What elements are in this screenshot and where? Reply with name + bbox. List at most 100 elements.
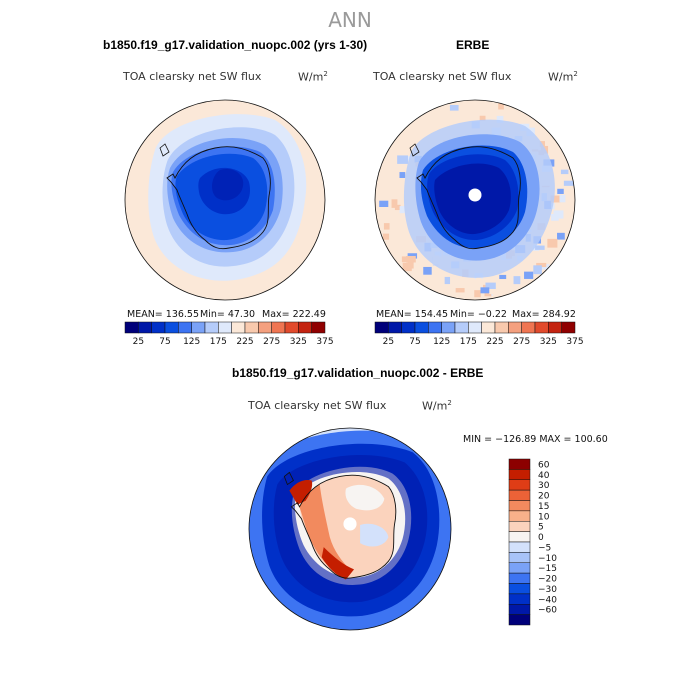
panel-2-speckle: [475, 276, 482, 282]
panel-1-colorbar-tick-label: 75: [159, 337, 170, 347]
panel-1-colorbar-tick-label: 125: [183, 337, 200, 347]
panel-2-colorbar-tick-label: 175: [460, 337, 477, 347]
panel-2-speckle: [399, 206, 405, 214]
panel-3-colorbar-swatch-9: [508, 552, 531, 563]
panel-2-colorbar-swatch-10: [508, 321, 522, 334]
panel-3-colorbar-tick-label: −15: [538, 564, 557, 574]
panel-3-colorbar-swatch-10: [508, 562, 531, 574]
panel-2-speckle: [499, 274, 507, 280]
panel-2-speckle: [449, 104, 459, 111]
panel-2-colorbar-swatch-12: [534, 321, 549, 334]
panel-1-colorbar-swatch-3: [164, 321, 179, 334]
panel-1-colorbar-tick-label: 275: [263, 337, 280, 347]
panel-2-units: W/m2: [548, 70, 578, 84]
panel-2-colorbar-tick-label: 25: [383, 337, 394, 347]
panel-3-map: [248, 427, 452, 631]
panel-3-colorbar-swatch-11: [508, 572, 531, 584]
panel-2-colorbar-tick-label: 125: [433, 337, 450, 347]
panel-2-speckle: [382, 233, 390, 240]
panel-3-colorbar-swatch-14: [508, 604, 531, 615]
panel-2-colorbar-swatch-1: [388, 321, 402, 334]
panel-2-colorbar-swatch-14: [561, 321, 576, 334]
panel-2-title: ERBE: [456, 38, 490, 52]
panel-1-colorbar-swatch-5: [191, 321, 206, 334]
panel-1-colorbar-swatch-7: [218, 321, 232, 334]
panel-3-colorbar-tick-label: 20: [538, 492, 550, 502]
panel-1-colorbar-swatch-12: [284, 321, 299, 334]
panel-3-colorbar-swatch-4: [508, 500, 531, 512]
panel-2-speckle: [524, 271, 534, 279]
panel-2-colorbar-tick-label: 225: [486, 337, 503, 347]
panel-1-colorbar-swatch-2: [151, 321, 166, 334]
panel-1-min: Min= 47.30: [200, 309, 256, 320]
panel-3-colorbar-tick-label: 60: [538, 460, 550, 470]
panel-1-mean: MEAN= 136.55: [127, 309, 200, 320]
panel-2-colorbar-swatch-11: [521, 321, 536, 334]
panel-2-speckle: [406, 255, 416, 263]
panel-2-colorbar-swatch-9: [494, 321, 509, 334]
panel-2-speckle: [407, 260, 414, 269]
panel-2-speckle: [474, 290, 481, 298]
panel-2-speckle: [445, 293, 455, 298]
panel-3-colorbar-tick-label: 10: [538, 512, 550, 522]
panel-3-colorbar-tick-label: −10: [538, 554, 557, 564]
panel-2-colorbar-swatch-4: [428, 321, 442, 334]
panel-3-colorbar-swatch-1: [508, 469, 531, 480]
panel-2-speckle: [563, 180, 575, 186]
panel-2-speckle: [547, 238, 558, 248]
panel-1-colorbar-swatch-14: [311, 321, 326, 334]
panel-3-colorbar-swatch-15: [508, 614, 531, 626]
panel-1-colorbar-tick-label: 225: [236, 337, 253, 347]
panel-2-speckle: [550, 195, 561, 203]
panel-2-colorbar-swatch-0: [374, 321, 389, 334]
panel-2-speckle: [560, 169, 569, 175]
panel-2-speckle: [444, 276, 451, 285]
panel-3-colorbar-swatch-5: [508, 510, 531, 522]
panel-2-colorbar-tick-label: 375: [566, 337, 583, 347]
panel-2-speckle: [496, 115, 504, 123]
panel-2-map: [374, 99, 576, 301]
panel-3-colorbar-tick-label: −40: [538, 595, 557, 605]
panel-2-speckle: [399, 172, 406, 178]
panel-2-speckle: [407, 253, 418, 259]
panel-1-max: Max= 222.49: [262, 309, 326, 320]
panel-3-variable: TOA clearsky net SW flux: [248, 399, 387, 412]
panel-1-colorbar-swatch-0: [124, 321, 139, 334]
panel-3-colorbar-swatch-13: [508, 593, 531, 605]
panel-2-colorbar-swatch-5: [441, 321, 456, 334]
panel-1-colorbar-swatch-10: [258, 321, 272, 334]
panel-2-speckle: [536, 262, 547, 268]
panel-2-max: Max= 284.92: [512, 309, 576, 320]
panel-2-speckle: [557, 188, 564, 194]
panel-2-speckle: [394, 204, 401, 211]
panel-2-speckle: [402, 262, 412, 272]
panel-3-title: b1850.f19_g17.validation_nuopc.002 - ERB…: [232, 366, 484, 380]
panel-2-speckle: [390, 226, 398, 236]
panel-2-min: Min= −0.22: [450, 309, 507, 320]
panel-1-colorbar-swatch-9: [244, 321, 259, 334]
panel-1-colorbar-swatch-13: [298, 321, 312, 334]
panel-2-speckle: [513, 276, 521, 285]
panel-2-speckle: [401, 256, 408, 263]
panel-3-colorbar-swatch-12: [508, 583, 531, 595]
panel-2-colorbar-swatch-6: [454, 321, 469, 334]
panel-2-speckle: [479, 115, 486, 121]
panel-1-units: W/m2: [298, 70, 328, 84]
panel-1-title: b1850.f19_g17.validation_nuopc.002 (yrs …: [103, 38, 368, 52]
panel-2-speckle: [557, 232, 565, 240]
panel-1-colorbar-tick-label: 375: [316, 337, 333, 347]
panel-3-colorbar-swatch-6: [508, 521, 531, 532]
panel-2-colorbar-tick-label: 325: [540, 337, 557, 347]
panel-1-colorbar-tick-label: 325: [290, 337, 307, 347]
panel-3-colorbar-tick-label: −30: [538, 585, 557, 595]
panel-3-colorbar-tick-label: 30: [538, 481, 550, 491]
panel-2-colorbar: 25 75 125 175 225 275 325 375: [374, 321, 584, 347]
panel-3-colorbar-swatch-7: [508, 531, 531, 543]
panel-2-colorbar-tick-label: 75: [409, 337, 420, 347]
panel-2-speckle: [397, 155, 408, 164]
panel-2-variable: TOA clearsky net SW flux: [373, 70, 512, 83]
panel-2-speckle: [425, 117, 432, 123]
panel-2-speckle: [383, 223, 390, 230]
panel-2-speckle: [559, 194, 566, 203]
panel-1-map: [124, 99, 326, 301]
